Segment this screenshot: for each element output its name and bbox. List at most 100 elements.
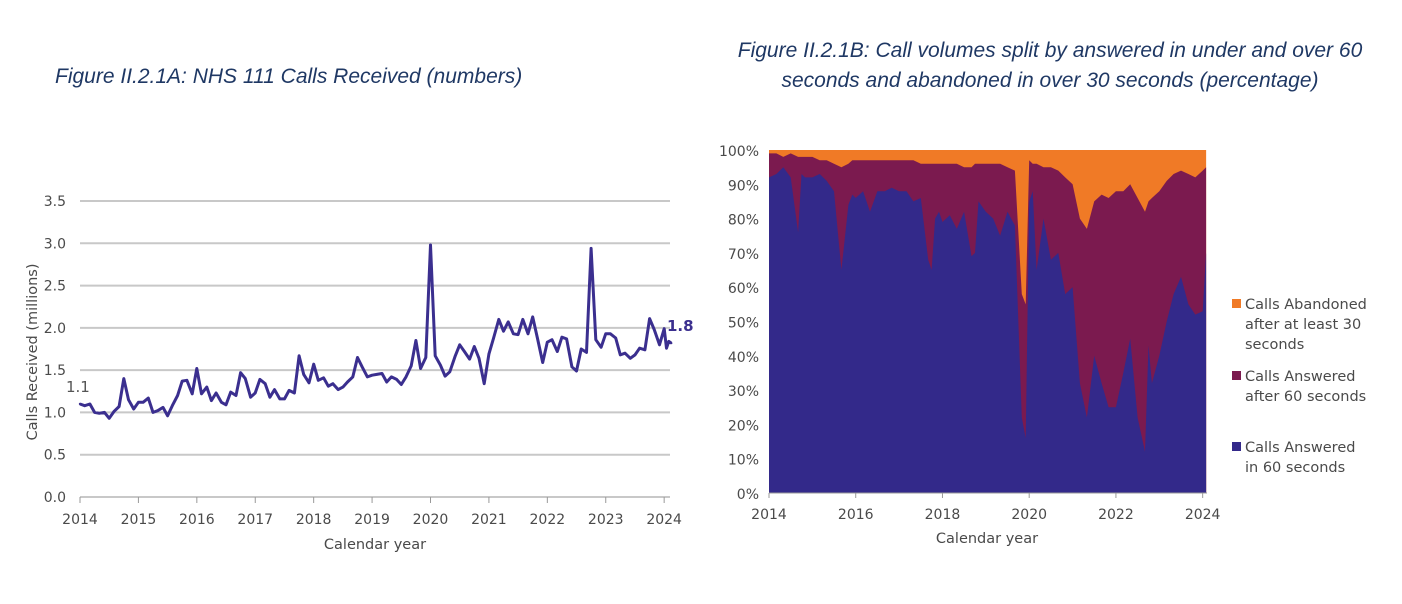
chart-a-data-point — [156, 409, 159, 412]
chart-a-y-tick: 1.5 — [44, 363, 66, 379]
chart-a-data-point — [341, 385, 345, 389]
chart-a-data-point — [400, 383, 403, 386]
chart-a-data-point — [214, 391, 218, 395]
chart-a-data-point — [589, 247, 593, 250]
legend-label: after at least 30 — [1245, 317, 1361, 333]
chart-a-data-point — [638, 347, 641, 350]
chart-a-data-point — [166, 414, 169, 417]
chart-a-data-point — [468, 357, 471, 361]
chart-a-data-point — [560, 336, 564, 339]
chart-a-data-point — [249, 396, 252, 399]
chart-b-y-tick: 40% — [728, 350, 759, 366]
chart-a-data-point — [283, 397, 286, 401]
chart-a-data-point — [443, 374, 447, 378]
chart-a-data-point — [224, 403, 228, 406]
chart-a-data-point — [322, 376, 325, 379]
chart-a-data-point — [93, 411, 96, 414]
legend-label: after 60 seconds — [1245, 389, 1366, 405]
chart-b-y-tick: 70% — [728, 247, 759, 263]
chart-a-data-point — [181, 379, 184, 383]
chart-a-data-point — [151, 411, 155, 414]
chart-a-y-tick: 0.0 — [44, 490, 66, 506]
chart-a-data-point — [463, 350, 466, 353]
chart-b-y-tick: 80% — [728, 213, 759, 229]
chart-b-x-axis-label: Calendar year — [936, 531, 1038, 547]
chart-a-y-tick: 2.5 — [44, 279, 66, 295]
chart-a-data-point — [670, 341, 673, 345]
chart-a-data-point — [629, 357, 632, 360]
chart-a-data-point — [161, 406, 165, 409]
chart-a-data-point — [244, 377, 247, 380]
chart-a-data-point — [78, 402, 82, 406]
chart-a-data-point — [487, 352, 491, 356]
chart-b-y-tick: 20% — [728, 418, 759, 434]
chart-a-series-line — [79, 243, 673, 420]
chart-a-data-point — [112, 410, 116, 413]
chart-a-data-point — [293, 391, 296, 395]
legend-label: Calls Answered — [1245, 369, 1355, 385]
chart-a-data-point — [410, 364, 413, 368]
chart-a-data-point — [434, 354, 437, 357]
chart-b-x-tick: 2014 — [751, 507, 787, 523]
chart-a-data-point — [604, 332, 607, 335]
chart-a-data-point — [239, 371, 242, 374]
chart-a-x-tick-labels: 2014 2015 2016 2017 2018 2019 2020 2021 2022 2023… — [62, 497, 682, 528]
chart-a-data-point — [210, 399, 213, 402]
chart-b-y-tick: 100% — [719, 144, 759, 160]
chart-b-y-tick: 90% — [728, 178, 759, 194]
area-calls-answered-after-60s — [769, 153, 1207, 493]
legend-swatch — [1232, 371, 1241, 380]
chart-a-y-tick: 1.0 — [44, 405, 66, 421]
chart-a-data-point — [331, 382, 335, 385]
legend-label: seconds — [1245, 337, 1304, 353]
chart-a-data-point — [473, 345, 476, 348]
chart-a-data-point — [404, 375, 408, 379]
chart-a-x-tick: 2021 — [471, 512, 507, 528]
chart-a-data-point — [264, 382, 267, 385]
chart-b-x-tick: 2016 — [838, 507, 874, 523]
chart-a-data-point — [570, 365, 574, 368]
chart-a-data-point — [122, 377, 126, 380]
chart-a-data-point — [356, 356, 359, 359]
chart-a-data-point — [137, 401, 140, 404]
chart-a-data-point — [414, 339, 418, 342]
calls-received-line-chart: 0.00.51.01.52.02.53.03.5 2014 2015 2016 201… — [25, 194, 694, 553]
chart-a-data-point — [287, 389, 291, 392]
chart-a-data-point — [502, 330, 505, 333]
chart-a-data-point — [200, 392, 203, 395]
chart-a-data-point — [424, 356, 427, 359]
chart-a-x-axis-label: Calendar year — [324, 537, 426, 553]
chart-a-data-point — [312, 363, 315, 366]
chart-a-data-point — [497, 318, 500, 321]
chart-a-data-point — [273, 388, 276, 391]
chart-a-data-point — [658, 343, 661, 346]
chart-a-data-point — [191, 392, 194, 395]
chart-a-data-point — [375, 373, 378, 376]
chart-a-data-point — [380, 372, 384, 375]
chart-a-data-point — [395, 378, 398, 381]
chart-a-data-point — [458, 343, 461, 346]
chart-a-data-point — [521, 318, 524, 321]
chart-a-data-point — [366, 375, 369, 379]
chart-a-data-point — [98, 412, 101, 415]
chart-a-data-point — [254, 391, 257, 395]
area-calls-abandoned — [769, 150, 1207, 493]
chart-a-data-point — [546, 341, 549, 344]
chart-a-data-point — [541, 361, 544, 364]
chart-b-y-tick: 10% — [728, 453, 759, 469]
chart-a-y-axis-label: Calls Received (millions) — [25, 264, 41, 441]
chart-a-title: Figure II.2.1A: NHS 111 Calls Received (… — [55, 65, 523, 88]
chart-a-data-point — [278, 397, 281, 401]
chart-b-x-tick-labels: 2014 2016 2018 2020 2022 2024 — [751, 493, 1221, 523]
chart-a-data-point — [594, 338, 597, 341]
chart-a-data-point — [609, 332, 612, 335]
chart-a-data-point — [370, 374, 374, 377]
chart-a-data-point — [390, 375, 393, 379]
chart-a-data-point — [536, 336, 539, 340]
chart-a-x-tick: 2023 — [588, 512, 624, 528]
chart-a-data-point — [531, 315, 534, 319]
chart-a-data-point — [346, 380, 349, 384]
chart-a-x-tick: 2016 — [179, 512, 215, 528]
chart-a-data-point — [360, 365, 364, 368]
chart-a-data-point — [117, 405, 121, 408]
